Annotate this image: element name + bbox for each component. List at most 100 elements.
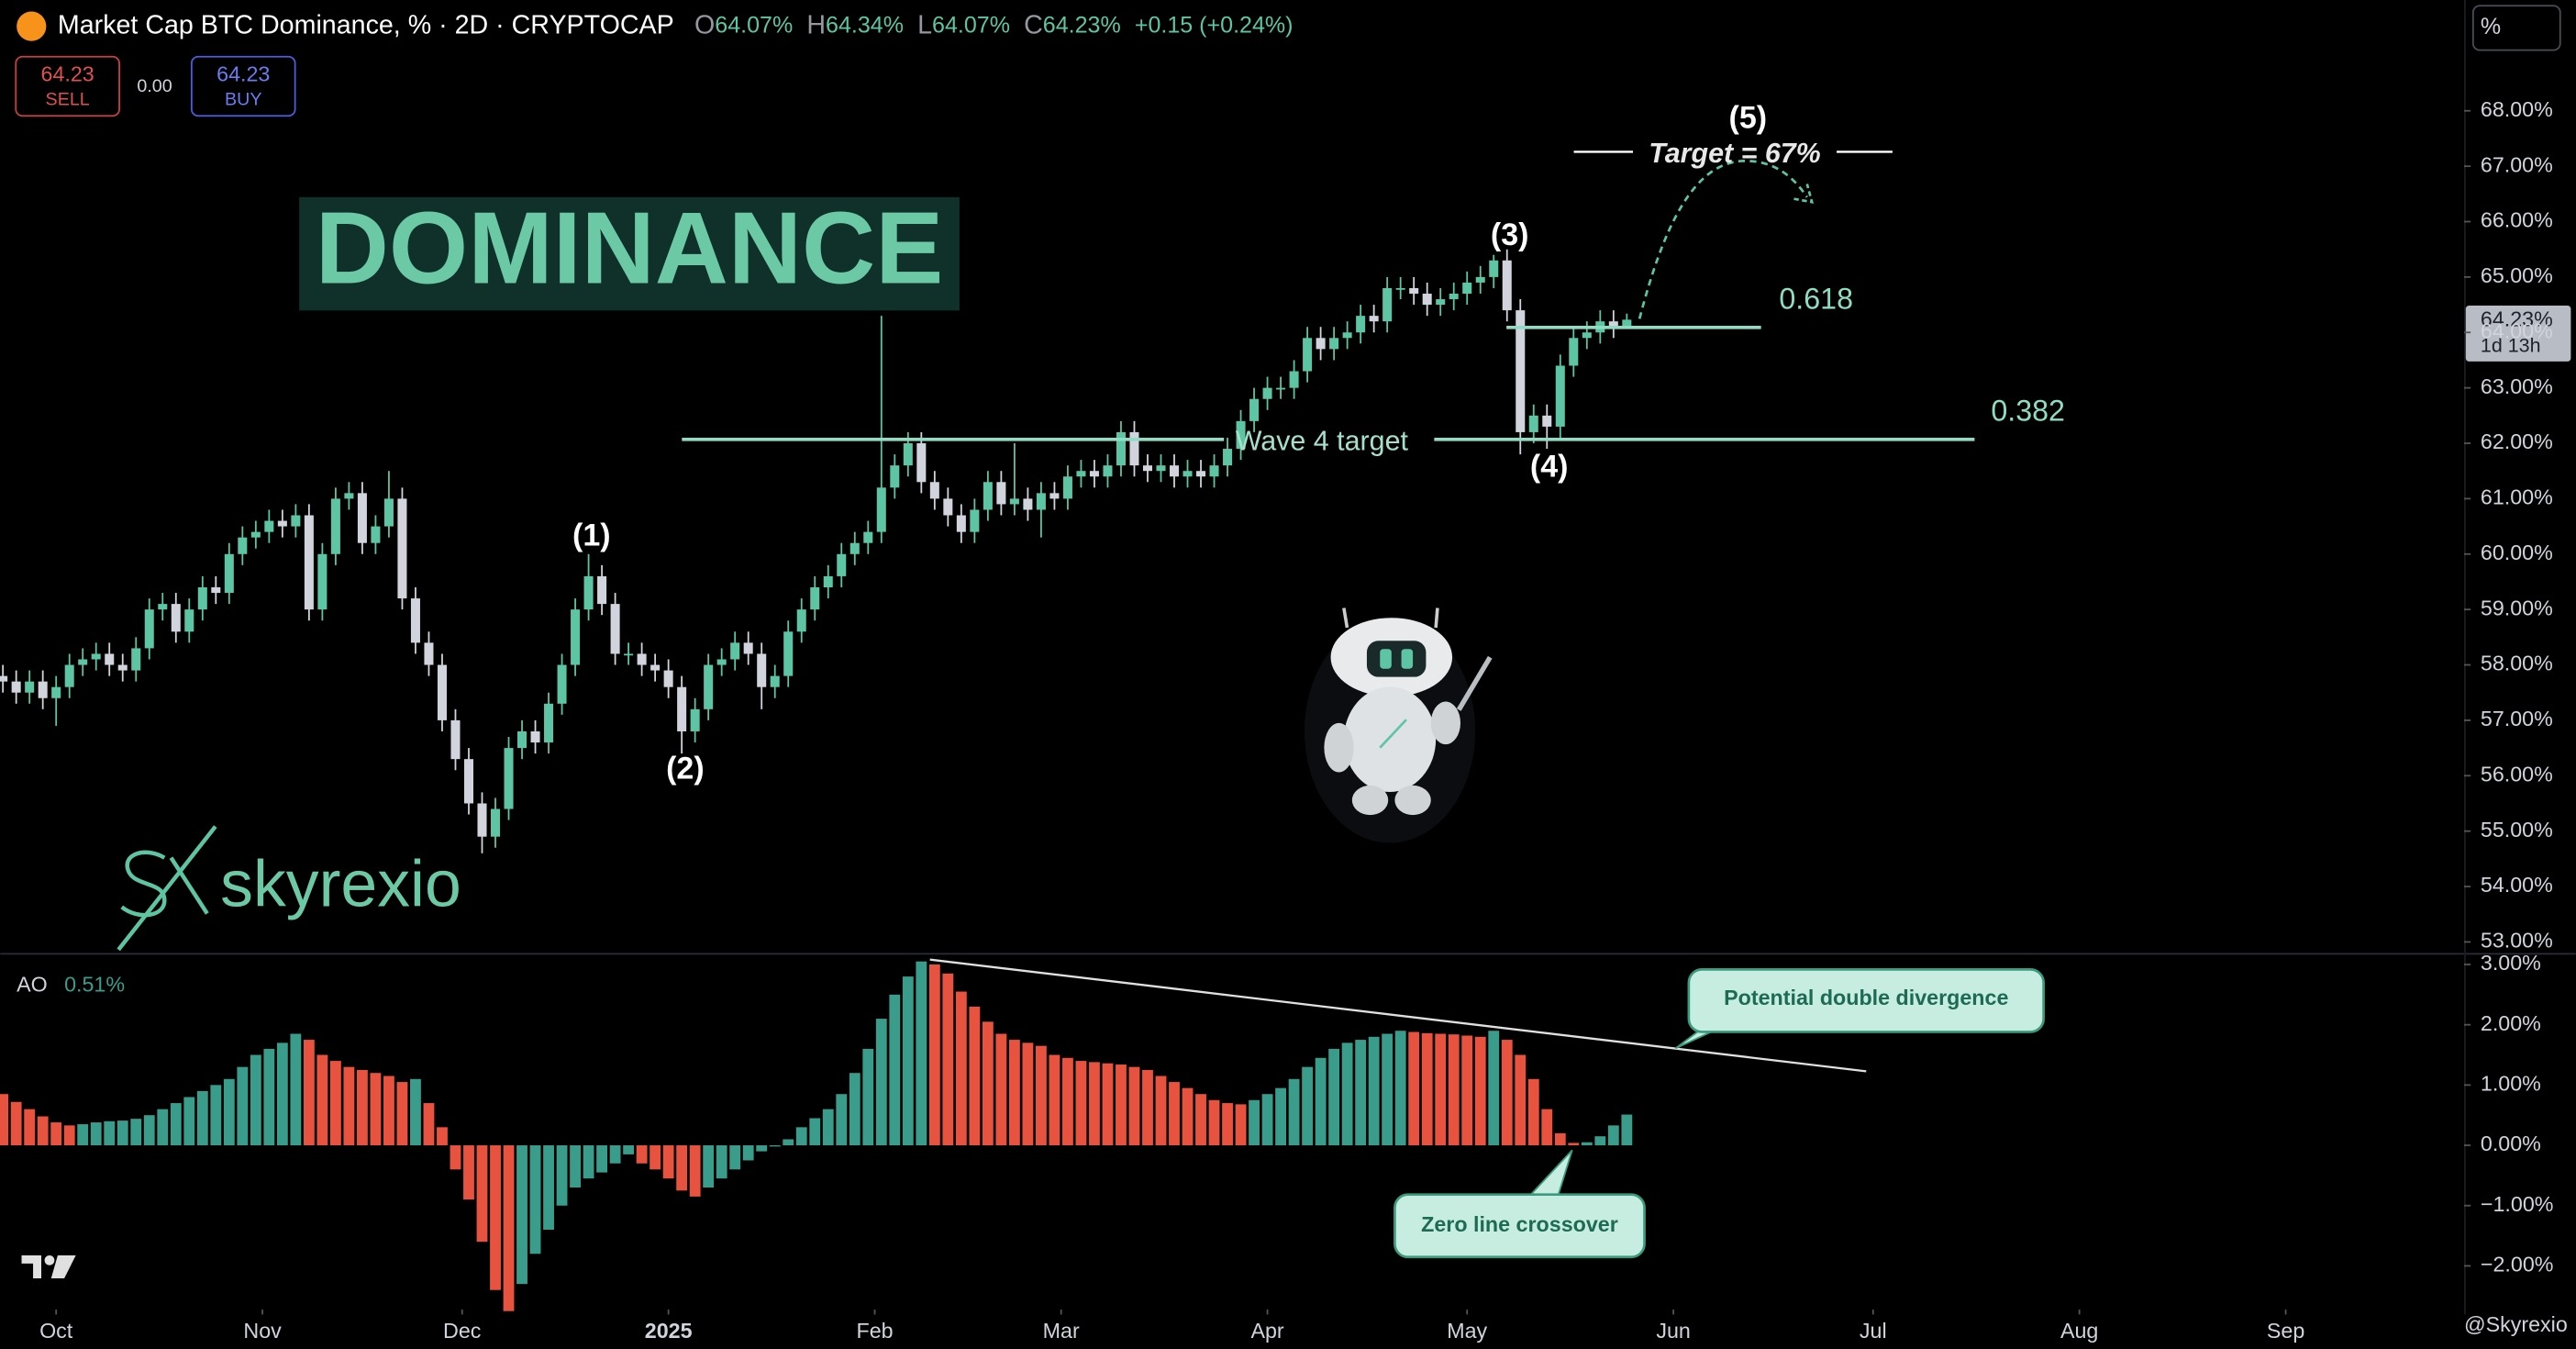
candle-body <box>1289 371 1299 388</box>
ohlc-value: 64.34% <box>826 12 904 38</box>
robot-antenna <box>1342 608 1349 629</box>
ao-bar <box>556 1145 568 1206</box>
y-tick-label: 62.00% <box>2481 429 2553 453</box>
ao-bar <box>822 1109 834 1146</box>
ao-bar <box>1182 1087 1194 1146</box>
ao-bar <box>157 1109 169 1146</box>
ao-bar <box>1116 1065 1127 1146</box>
candle-body <box>1196 471 1206 477</box>
candle-body <box>583 575 594 610</box>
scale-box[interactable] <box>2471 5 2561 51</box>
ao-bar <box>955 991 967 1146</box>
ao-bar <box>982 1021 994 1146</box>
candle-body <box>317 553 328 610</box>
candle-body <box>1223 449 1233 466</box>
scale-button[interactable]: % <box>2471 5 2561 51</box>
x-tick-label: 2025 <box>645 1319 693 1343</box>
ao-bar <box>769 1145 781 1147</box>
buy-button[interactable]: 64.23 BUY <box>190 55 296 117</box>
ao-bar <box>357 1069 368 1146</box>
candle-body <box>1103 465 1113 477</box>
candle-body <box>330 498 340 554</box>
robot-visor <box>1366 641 1427 677</box>
candle-body <box>1489 260 1499 277</box>
candle-body <box>344 493 354 499</box>
candle-body <box>224 553 234 594</box>
buy-price[interactable]: 64.23 <box>217 62 270 86</box>
ao-bar <box>263 1048 275 1146</box>
wave-label: (1) <box>572 518 611 552</box>
candle-body <box>690 708 700 731</box>
robot-arm <box>1430 701 1461 745</box>
ao-bar <box>1062 1057 1073 1146</box>
last-price: 64.23% <box>2481 307 2553 330</box>
spread: 0.00 <box>137 76 172 96</box>
scale-label[interactable]: % <box>2481 14 2501 39</box>
candle-body <box>810 586 820 610</box>
ao-bar <box>90 1122 102 1146</box>
symbol-icon <box>17 11 47 41</box>
ao-bar <box>1089 1062 1100 1146</box>
sell-label[interactable]: SELL <box>46 89 90 109</box>
ao-bar <box>10 1101 22 1146</box>
y-tick-label: 0.00% <box>2481 1132 2541 1155</box>
callout-box <box>1687 968 2045 1033</box>
candle-body <box>144 609 154 649</box>
candle-body <box>410 598 420 643</box>
ao-bar <box>596 1145 607 1173</box>
tv-logo-part <box>50 1254 76 1279</box>
ao-bar <box>783 1139 794 1146</box>
sell-button[interactable]: 64.23 SELL <box>15 55 120 117</box>
candle-body <box>504 748 514 809</box>
candle-body <box>637 653 647 665</box>
ao-bar <box>1249 1099 1260 1146</box>
candle-body <box>1023 498 1033 510</box>
ao-bar <box>1554 1132 1566 1146</box>
candle-body <box>1422 293 1432 306</box>
candle-body <box>517 730 527 749</box>
candle-body <box>730 642 740 660</box>
candle-body <box>1395 287 1405 290</box>
buy-label[interactable]: BUY <box>225 89 261 109</box>
candle-body <box>264 520 274 532</box>
ao-bar <box>1102 1063 1114 1146</box>
candle-body <box>371 526 381 543</box>
candle-body <box>743 642 753 654</box>
x-tick-label: Dec <box>443 1319 482 1343</box>
y-tick-label: 57.00% <box>2481 707 2553 730</box>
ao-bar <box>476 1145 488 1243</box>
x-tick-label: May <box>1447 1319 1487 1343</box>
candle-body <box>1528 415 1538 432</box>
candle-body <box>450 719 461 760</box>
tradingview-logo <box>21 1254 76 1279</box>
candle-body <box>1009 498 1019 505</box>
ao-bar <box>316 1054 328 1146</box>
callout-text: Potential double divergence <box>1724 986 2008 1009</box>
wave-label: (5) <box>1729 101 1768 136</box>
sell-price[interactable]: 64.23 <box>41 62 94 86</box>
ao-bar <box>1315 1057 1327 1146</box>
ao-bar <box>237 1066 249 1146</box>
chart-title: DOMINANCE <box>316 192 943 306</box>
ao-bar <box>1435 1033 1447 1146</box>
ao-bar <box>383 1076 394 1146</box>
change: +0.15 (+0.24%) <box>1135 12 1294 38</box>
robot-eye <box>1401 649 1414 669</box>
ao-bar <box>1142 1069 1153 1146</box>
callout-pointer <box>1527 1149 1573 1198</box>
callout-box <box>1393 1193 1646 1259</box>
ao-bar <box>1448 1034 1460 1146</box>
candle-body <box>956 515 966 532</box>
candle-body <box>1475 276 1485 283</box>
buy-box[interactable] <box>190 55 296 117</box>
ao-bar <box>609 1145 621 1164</box>
candle-body <box>770 675 780 687</box>
ao-bar <box>1461 1035 1473 1146</box>
ao-bar <box>410 1078 421 1146</box>
candle-body <box>250 531 261 538</box>
ao-bar <box>196 1090 208 1146</box>
sell-box[interactable] <box>15 55 120 117</box>
candle-body <box>1209 465 1219 477</box>
